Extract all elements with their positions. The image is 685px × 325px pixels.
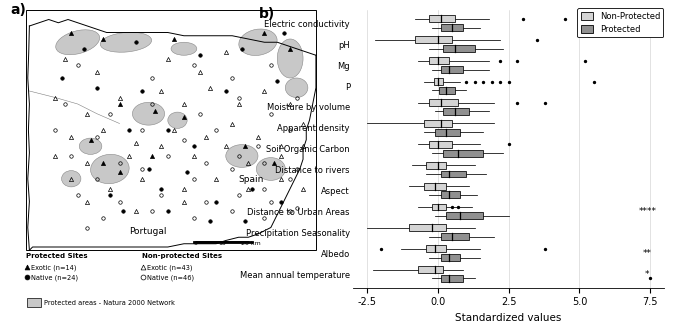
Bar xyxy=(443,45,475,52)
Bar xyxy=(423,183,447,189)
Text: Native (n=46): Native (n=46) xyxy=(147,275,194,281)
Ellipse shape xyxy=(256,158,286,180)
Bar xyxy=(440,254,460,261)
Bar xyxy=(440,24,463,31)
Bar xyxy=(27,298,41,307)
Bar xyxy=(429,141,452,148)
Bar xyxy=(26,10,316,250)
Text: Non-protected Sites: Non-protected Sites xyxy=(142,254,222,259)
Text: 10: 10 xyxy=(218,241,226,246)
Ellipse shape xyxy=(171,42,197,55)
Text: 20 km: 20 km xyxy=(241,241,261,246)
X-axis label: Standardized values: Standardized values xyxy=(456,313,562,323)
Legend: Non-Protected, Protected: Non-Protected, Protected xyxy=(577,8,663,37)
Bar xyxy=(432,203,447,210)
Bar xyxy=(429,57,449,64)
Ellipse shape xyxy=(90,154,129,184)
Text: ****: **** xyxy=(638,207,656,216)
Ellipse shape xyxy=(168,112,187,128)
Bar xyxy=(415,36,452,43)
Bar xyxy=(440,233,469,240)
Bar xyxy=(410,225,447,231)
Bar xyxy=(440,66,463,73)
Bar xyxy=(429,99,458,106)
Text: Protected areas - Natura 2000 Network: Protected areas - Natura 2000 Network xyxy=(44,300,175,306)
Bar xyxy=(423,120,452,127)
Bar xyxy=(443,108,469,115)
Bar xyxy=(429,16,455,22)
Bar xyxy=(447,212,483,219)
Bar xyxy=(440,171,466,177)
Ellipse shape xyxy=(226,145,258,167)
Bar xyxy=(418,266,443,273)
Ellipse shape xyxy=(239,29,277,56)
Ellipse shape xyxy=(286,78,308,98)
Bar xyxy=(427,162,447,169)
Ellipse shape xyxy=(79,138,102,154)
Bar xyxy=(439,87,455,94)
Text: Spain: Spain xyxy=(238,175,264,184)
Text: a): a) xyxy=(10,3,26,17)
Text: b): b) xyxy=(259,7,275,21)
Text: *: * xyxy=(645,269,649,279)
Text: Native (n=24): Native (n=24) xyxy=(31,275,78,281)
Ellipse shape xyxy=(62,171,81,187)
Ellipse shape xyxy=(55,30,99,55)
Text: 0: 0 xyxy=(193,241,197,246)
Bar xyxy=(434,78,443,85)
Bar xyxy=(435,129,460,136)
Bar xyxy=(440,275,463,282)
Ellipse shape xyxy=(277,39,303,78)
Ellipse shape xyxy=(132,102,164,125)
Ellipse shape xyxy=(100,32,151,52)
Text: Protected Sites: Protected Sites xyxy=(26,254,88,259)
Text: Exotic (n=43): Exotic (n=43) xyxy=(147,265,192,271)
Text: Portugal: Portugal xyxy=(129,227,166,236)
Bar xyxy=(443,150,483,157)
Bar xyxy=(440,191,460,198)
Bar xyxy=(427,245,447,252)
Text: Exotic (n=14): Exotic (n=14) xyxy=(31,265,77,271)
Text: **: ** xyxy=(643,249,652,258)
